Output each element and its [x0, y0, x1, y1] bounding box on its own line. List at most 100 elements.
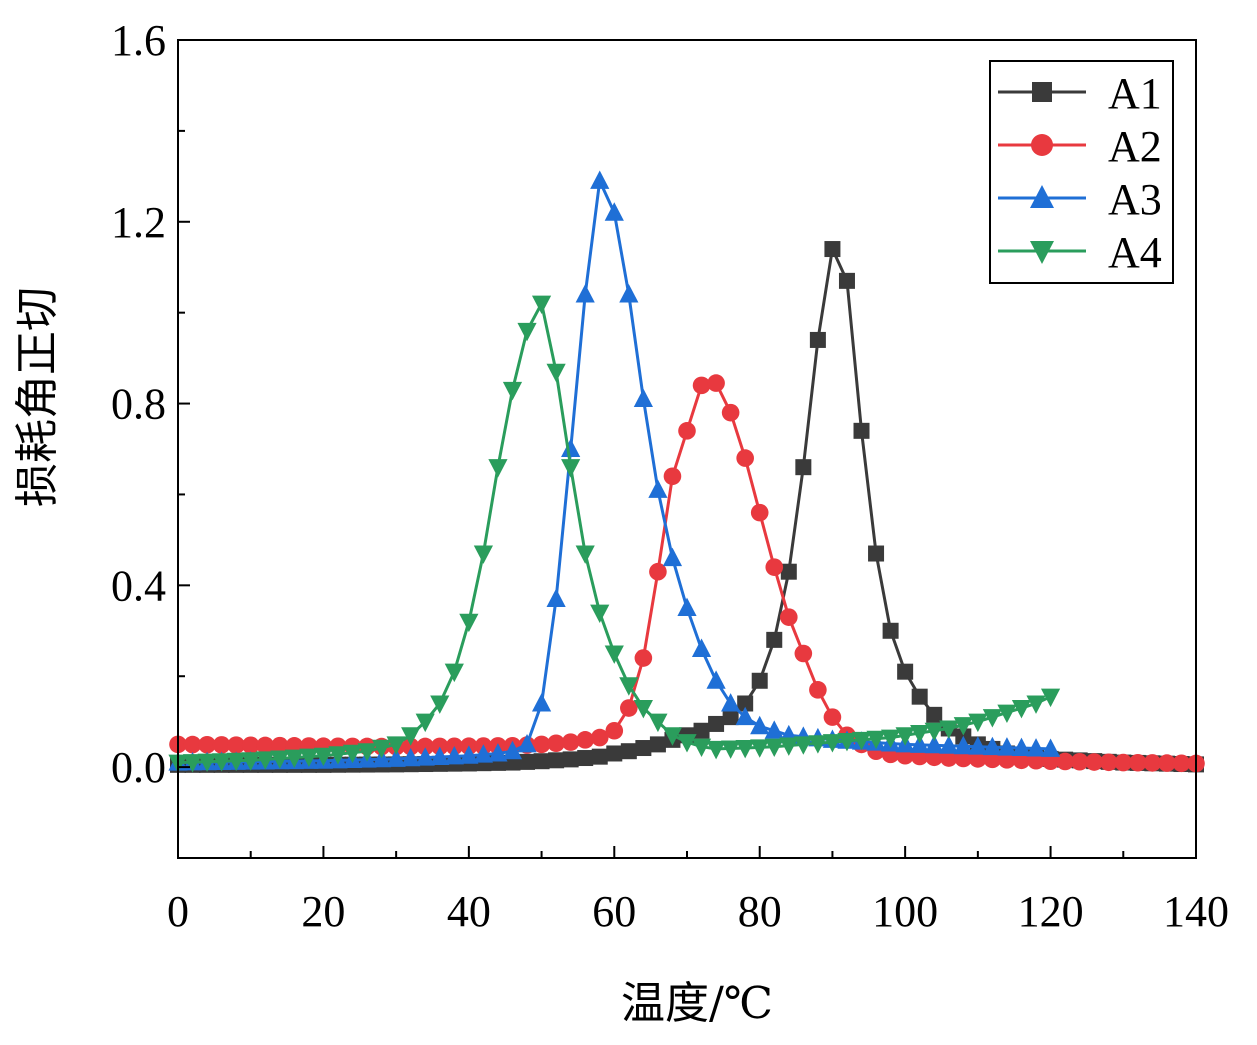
data-point	[895, 727, 915, 746]
data-point	[313, 747, 334, 767]
axes: 0 20 40 60 80 100 140 120 0.0 0.4 0.8 1.2 1.6	[111, 16, 1229, 936]
data-point	[271, 736, 289, 755]
data-point	[707, 374, 725, 392]
data-point	[1030, 241, 1054, 264]
data-point	[183, 735, 202, 754]
data-point	[488, 459, 508, 478]
data-point	[693, 722, 710, 739]
data-point	[605, 721, 624, 740]
data-point	[328, 746, 348, 765]
data-point	[678, 422, 696, 440]
data-point	[430, 695, 450, 714]
data-point	[1040, 738, 1061, 757]
data-point	[822, 734, 843, 753]
data-point	[241, 736, 260, 755]
data-point	[649, 562, 667, 581]
data-point	[851, 731, 872, 751]
x-tick-label: 100	[872, 887, 938, 936]
data-point	[386, 736, 406, 755]
data-point	[372, 739, 392, 759]
data-point	[882, 622, 899, 639]
data-point	[635, 740, 652, 757]
data-point	[430, 737, 449, 756]
data-point	[342, 744, 363, 764]
data-point	[255, 751, 275, 770]
data-point	[736, 449, 754, 467]
data-point	[677, 734, 697, 753]
data-point	[590, 604, 610, 623]
data-point	[531, 693, 552, 712]
series-a2	[169, 374, 1205, 773]
data-point	[198, 735, 216, 754]
data-point	[1070, 752, 1089, 771]
data-point	[910, 725, 930, 744]
data-point	[212, 736, 231, 754]
data-point	[415, 747, 435, 766]
data-point	[939, 720, 959, 739]
data-point	[735, 740, 755, 759]
data-point	[401, 727, 421, 746]
data-point	[357, 743, 377, 762]
data-point	[1114, 753, 1133, 772]
data-point	[795, 459, 812, 476]
data-point	[968, 713, 988, 733]
data-point	[1172, 754, 1191, 773]
x-tick-label: 80	[738, 887, 782, 936]
data-point	[502, 740, 523, 760]
series-a4	[168, 295, 1061, 773]
data-point	[575, 284, 595, 303]
data-point	[721, 693, 741, 712]
data-point	[1011, 700, 1032, 719]
data-point	[692, 376, 711, 395]
data-point	[677, 597, 697, 617]
data-point	[517, 733, 537, 753]
data-point	[488, 743, 508, 762]
data-point	[401, 747, 421, 767]
data-point	[1026, 738, 1046, 757]
data-point	[953, 735, 973, 755]
data-point	[546, 588, 566, 607]
series-line	[177, 381, 1197, 765]
data-point	[620, 743, 637, 760]
data-point	[416, 737, 435, 756]
data-point	[1143, 754, 1162, 772]
data-point	[809, 331, 826, 348]
data-point	[823, 708, 842, 726]
series-line	[177, 175, 1051, 765]
legend-entry-a2: A2	[998, 122, 1162, 171]
data-point	[764, 738, 784, 758]
data-point	[708, 715, 725, 732]
data-point	[765, 558, 784, 576]
data-point	[838, 272, 855, 289]
data-point	[982, 736, 1002, 756]
data-point	[764, 720, 784, 739]
data-point	[619, 284, 639, 303]
data-point	[721, 403, 740, 422]
y-tick-label: 1.2	[111, 198, 166, 247]
data-point	[924, 734, 944, 754]
data-point	[562, 751, 579, 768]
data-point	[459, 613, 479, 633]
data-point	[910, 734, 930, 753]
data-point	[706, 740, 726, 760]
data-point	[1030, 185, 1054, 208]
legend-box	[989, 60, 1174, 284]
data-point	[793, 736, 813, 755]
data-point	[633, 388, 653, 408]
data-point	[939, 735, 959, 754]
data-point	[473, 744, 493, 763]
data-point	[751, 672, 768, 689]
data-point	[868, 545, 885, 562]
data-point	[662, 727, 683, 746]
data-point	[953, 717, 973, 736]
data-point	[779, 737, 799, 756]
data-point	[1085, 753, 1103, 771]
data-point	[256, 736, 275, 755]
data-point	[532, 735, 551, 754]
data-point	[750, 739, 770, 758]
y-tick-label: 0.8	[111, 380, 166, 429]
data-point	[1129, 753, 1147, 772]
data-point	[604, 645, 624, 664]
